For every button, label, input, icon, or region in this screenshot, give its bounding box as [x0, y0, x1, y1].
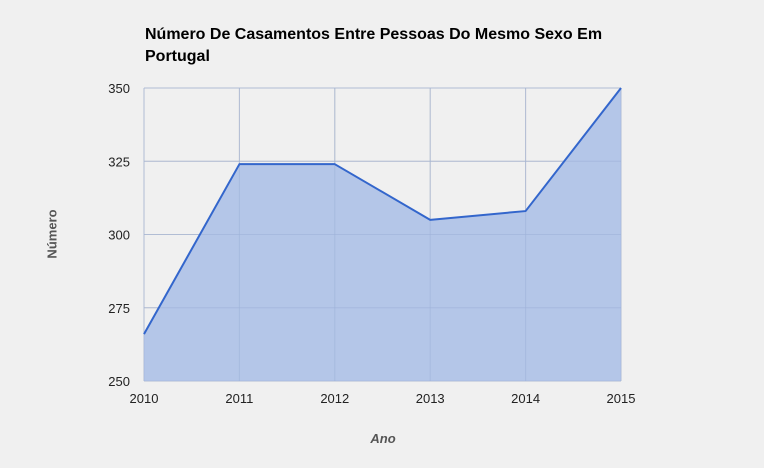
x-axis-label: Ano: [370, 431, 396, 446]
x-tick-label: 2012: [320, 391, 349, 406]
x-tick-label: 2015: [607, 391, 636, 406]
chart-title: Número De Casamentos Entre Pessoas Do Me…: [145, 26, 603, 65]
y-tick-label: 275: [108, 301, 130, 316]
x-tick-label: 2014: [511, 391, 540, 406]
series-line: [143, 87, 622, 335]
y-tick-label: 350: [108, 81, 130, 96]
x-tick-label: 2010: [130, 391, 159, 406]
y-tick-label: 300: [108, 228, 130, 243]
x-tick-label: 2011: [225, 391, 253, 406]
y-tick-label: 325: [108, 154, 130, 169]
y-tick-label: 250: [108, 374, 130, 389]
x-tick-label: 2013: [416, 391, 445, 406]
